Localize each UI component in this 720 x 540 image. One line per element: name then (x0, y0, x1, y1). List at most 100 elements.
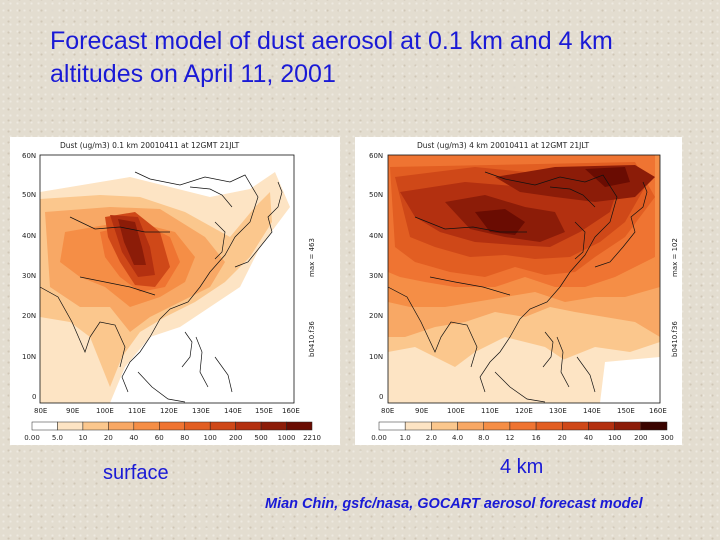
lon-label: 150E (255, 407, 273, 415)
colorbar-label: 40 (584, 434, 593, 442)
file-label: b0410.f36 (308, 321, 316, 357)
lon-label: 110E (128, 407, 146, 415)
colorbar-label: 2.0 (426, 434, 437, 442)
lon-label: 130E (192, 407, 210, 415)
max-label: max = 102 (671, 238, 679, 277)
lon-label: 130E (549, 407, 567, 415)
map-title: Dust (ug/m3) 0.1 km 20010411 at 12GMT 21… (60, 141, 240, 150)
longitude-ticks: 80E 90E 100E 110E 120E 130E 140E 150E 16… (34, 407, 300, 415)
colorbar-label: 100 (608, 434, 621, 442)
colorbar-label: 0.00 (24, 434, 40, 442)
colorbar-label: 5.0 (52, 434, 63, 442)
lat-label: 40N (22, 232, 36, 240)
colorbar-label: 1.0 (400, 434, 411, 442)
lat-label: 40N (369, 232, 383, 240)
lon-label: 100E (447, 407, 465, 415)
lat-label: 50N (22, 191, 36, 199)
lat-label: 0 (379, 393, 383, 401)
dust-contours (40, 172, 290, 403)
caption-surface: surface (103, 462, 169, 484)
map-title: Dust (ug/m3) 4 km 20010411 at 12GMT 21JL… (417, 141, 589, 150)
lon-label: 120E (160, 407, 178, 415)
colorbar-label: 1000 (278, 434, 296, 442)
coastlines (388, 171, 648, 403)
lon-label: 120E (515, 407, 533, 415)
surface-dust-map-panel: Dust (ug/m3) 0.1 km 20010411 at 12GMT 21… (10, 137, 340, 445)
colorbar-swatch (82, 421, 109, 431)
lat-label: 30N (22, 272, 36, 280)
colorbar-swatch (535, 421, 563, 431)
colorbar: 0.00 1.0 2.0 4.0 8.0 12 16 20 40 100 200 300 (371, 421, 674, 442)
lat-label: 20N (22, 312, 36, 320)
latitude-ticks: 60N 50N 40N 30N 20N 10N 0 (22, 152, 36, 401)
colorbar-swatch (235, 421, 262, 431)
colorbar-swatch (159, 421, 185, 431)
dust-contours (388, 155, 660, 403)
file-label: b0410.f36 (671, 321, 679, 357)
colorbar-label: 0.00 (371, 434, 387, 442)
lat-label: 50N (369, 191, 383, 199)
colorbar-swatch (378, 421, 406, 431)
colorbar-swatch (184, 421, 211, 431)
colorbar-swatch (614, 421, 642, 431)
lat-label: 0 (32, 393, 36, 401)
colorbar-label: 20 (104, 434, 113, 442)
lon-label: 100E (96, 407, 114, 415)
colorbar-label: 10 (78, 434, 87, 442)
colorbar-label: 200 (634, 434, 647, 442)
coastlines (40, 171, 283, 403)
colorbar-label: 8.0 (478, 434, 489, 442)
longitude-ticks: 80E 90E 100E 110E 120E 130E 140E 150E 16… (381, 407, 667, 415)
lon-label: 80E (34, 407, 47, 415)
colorbar-swatch (133, 421, 160, 431)
lat-label: 10N (22, 353, 36, 361)
colorbar-swatch (509, 421, 537, 431)
colorbar-label: 12 (505, 434, 514, 442)
surface-dust-map: Dust (ug/m3) 0.1 km 20010411 at 12GMT 21… (22, 141, 321, 442)
latitude-ticks: 60N 50N 40N 30N 20N 10N 0 (369, 152, 383, 401)
colorbar-swatch (286, 421, 313, 431)
colorbar-swatch (640, 421, 668, 431)
lat-label: 10N (369, 353, 383, 361)
colorbar-label: 200 (229, 434, 242, 442)
lon-label: 140E (583, 407, 601, 415)
colorbar-swatch (57, 421, 84, 431)
colorbar-label: 16 (532, 434, 541, 442)
colorbar-label: 80 (180, 434, 189, 442)
colorbar-swatch (562, 421, 589, 431)
colorbar-label: 2210 (303, 434, 321, 442)
colorbar-swatch (260, 421, 287, 431)
colorbar-swatch (588, 421, 615, 431)
colorbar-swatch (404, 421, 432, 431)
colorbar-label: 300 (660, 434, 673, 442)
lon-label: 150E (617, 407, 635, 415)
lon-label: 80E (381, 407, 394, 415)
lon-label: 160E (649, 407, 667, 415)
lon-label: 90E (66, 407, 79, 415)
colorbar-label: 500 (254, 434, 267, 442)
colorbar-swatch (209, 421, 236, 431)
colorbar-label: 4.0 (452, 434, 463, 442)
4km-dust-map-panel: Dust (ug/m3) 4 km 20010411 at 12GMT 21JL… (355, 137, 682, 445)
lon-label: 110E (481, 407, 499, 415)
max-label: max = 463 (308, 238, 316, 277)
credit-line: Mian Chin, gsfc/nasa, GOCART aerosol for… (265, 496, 643, 512)
lon-label: 90E (415, 407, 428, 415)
colorbar: 0.00 5.0 10 20 40 60 80 100 200 500 1000 2210 (24, 421, 321, 442)
colorbar-swatch (31, 421, 58, 431)
lat-label: 20N (369, 312, 383, 320)
colorbar-label: 40 (129, 434, 138, 442)
colorbar-label: 100 (203, 434, 216, 442)
4km-dust-map: Dust (ug/m3) 4 km 20010411 at 12GMT 21JL… (369, 141, 679, 442)
slide-title: Forecast model of dust aerosol at 0.1 km… (50, 27, 613, 88)
colorbar-label: 60 (155, 434, 164, 442)
colorbar-swatch (483, 421, 511, 431)
lat-label: 60N (369, 152, 383, 160)
caption-4km: 4 km (500, 456, 544, 478)
lat-label: 30N (369, 272, 383, 280)
colorbar-swatch (108, 421, 135, 431)
lon-label: 160E (282, 407, 300, 415)
colorbar-label: 20 (558, 434, 567, 442)
colorbar-swatch (457, 421, 484, 431)
lat-label: 60N (22, 152, 36, 160)
